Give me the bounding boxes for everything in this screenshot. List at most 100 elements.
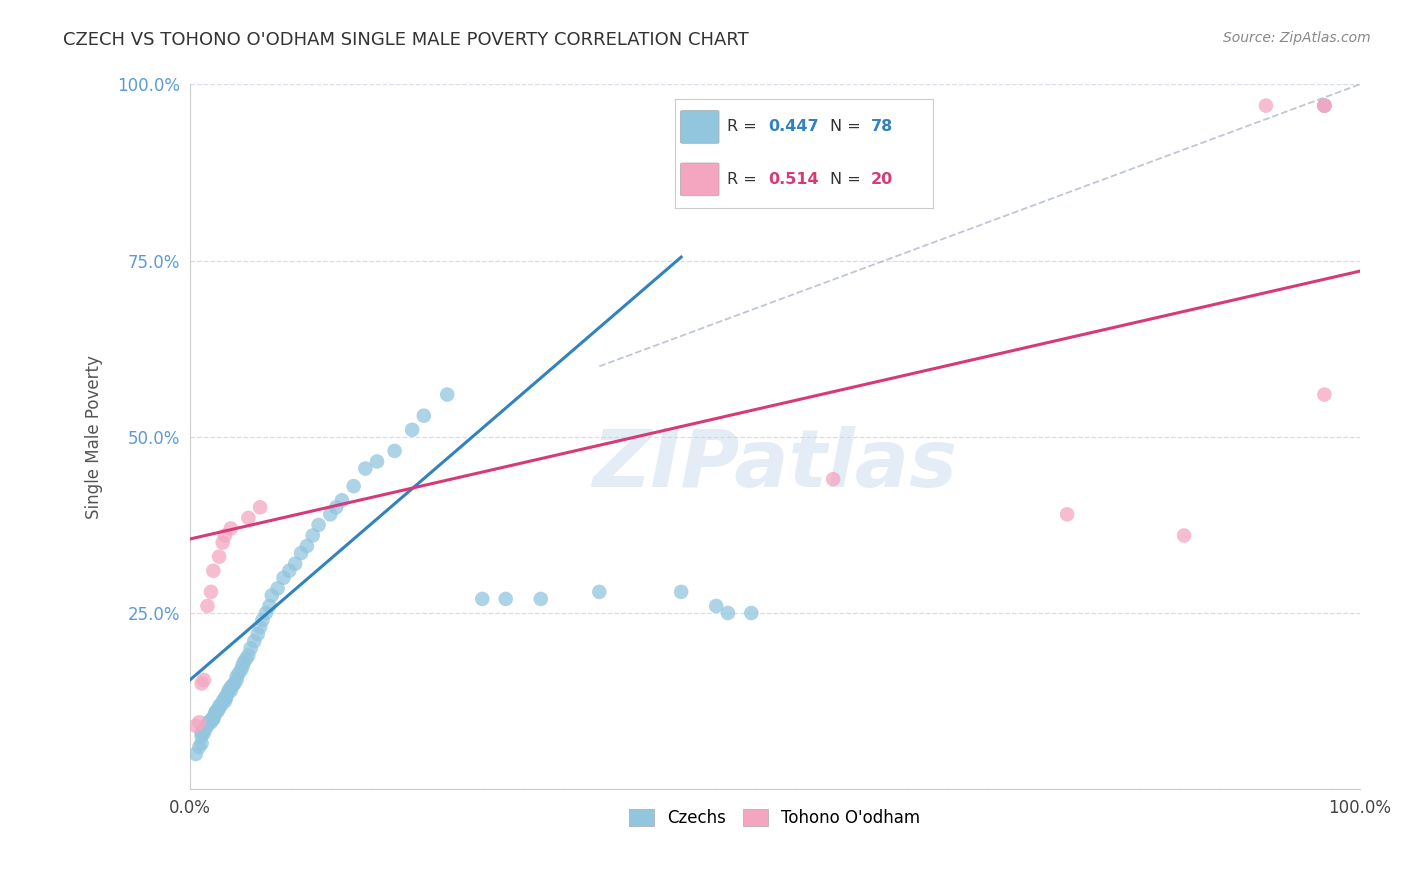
Point (301, 528, 323, 542)
Point (740, 606, 762, 620)
Point (200, 715, 222, 730)
Point (238, 511, 260, 525)
Point (202, 712, 225, 726)
Point (1313, 98, 1336, 112)
Point (246, 627, 269, 641)
Point (290, 546, 312, 560)
Point (669, 585, 692, 599)
Point (295, 539, 318, 553)
Point (214, 528, 236, 542)
Point (225, 673, 247, 687)
Point (717, 606, 740, 620)
Point (202, 564, 225, 578)
Point (232, 659, 254, 673)
Point (249, 500, 271, 515)
Point (201, 712, 224, 726)
Point (401, 423, 423, 437)
Point (219, 680, 242, 694)
Point (208, 699, 231, 714)
Text: Source: ZipAtlas.com: Source: ZipAtlas.com (1223, 31, 1371, 45)
Point (188, 739, 211, 754)
Point (260, 588, 283, 602)
Point (238, 648, 260, 663)
Point (252, 613, 274, 627)
Point (204, 706, 226, 720)
Point (215, 690, 238, 705)
Point (193, 723, 215, 737)
Point (218, 683, 240, 698)
Point (195, 719, 218, 733)
Point (1173, 528, 1195, 542)
Point (193, 673, 215, 687)
Point (190, 676, 212, 690)
Point (284, 557, 307, 571)
Point (354, 461, 377, 475)
Point (588, 585, 610, 599)
Point (266, 582, 288, 596)
Point (231, 662, 253, 676)
Point (1313, 98, 1336, 112)
Legend: Czechs, Tohono O'odham: Czechs, Tohono O'odham (623, 802, 927, 834)
Point (259, 599, 281, 613)
Point (224, 676, 246, 690)
Point (495, 591, 517, 606)
Point (202, 712, 225, 726)
Point (278, 564, 301, 578)
Point (207, 703, 229, 717)
Point (225, 669, 247, 683)
Point (194, 723, 217, 737)
Y-axis label: Single Male Poverty: Single Male Poverty (86, 355, 103, 519)
Point (190, 726, 212, 740)
Text: ZIPatlas: ZIPatlas (592, 426, 957, 504)
Point (208, 549, 231, 564)
Point (366, 454, 388, 468)
Point (214, 690, 236, 705)
Point (319, 508, 342, 522)
Point (197, 599, 219, 613)
Point (235, 652, 257, 666)
Point (211, 535, 233, 549)
Point (219, 683, 242, 698)
Point (436, 387, 458, 401)
Point (1313, 98, 1336, 112)
Point (204, 708, 226, 723)
Point (471, 591, 494, 606)
Point (184, 719, 207, 733)
Point (1254, 98, 1277, 112)
Point (704, 599, 727, 613)
Point (239, 641, 262, 656)
Point (325, 500, 347, 515)
Text: CZECH VS TOHONO O'ODHAM SINGLE MALE POVERTY CORRELATION CHART: CZECH VS TOHONO O'ODHAM SINGLE MALE POVE… (63, 31, 749, 49)
Point (184, 747, 207, 761)
Point (330, 493, 353, 508)
Point (222, 678, 245, 692)
Point (190, 730, 212, 744)
Point (823, 472, 845, 486)
Point (530, 591, 553, 606)
Point (197, 715, 219, 730)
Point (204, 705, 226, 719)
Point (249, 620, 271, 634)
Point (188, 715, 211, 730)
Point (384, 444, 406, 458)
Point (1313, 98, 1336, 112)
Point (211, 694, 233, 708)
Point (217, 687, 239, 701)
Point (228, 665, 250, 680)
Point (200, 585, 222, 599)
Point (308, 517, 330, 532)
Point (412, 409, 434, 423)
Point (211, 698, 233, 712)
Point (232, 656, 254, 670)
Point (205, 705, 228, 719)
Point (243, 634, 266, 648)
Point (214, 694, 236, 708)
Point (190, 736, 212, 750)
Point (197, 715, 219, 730)
Point (1056, 508, 1078, 522)
Point (254, 606, 277, 620)
Point (1313, 387, 1336, 401)
Point (193, 726, 215, 740)
Point (273, 571, 295, 585)
Point (197, 719, 219, 733)
